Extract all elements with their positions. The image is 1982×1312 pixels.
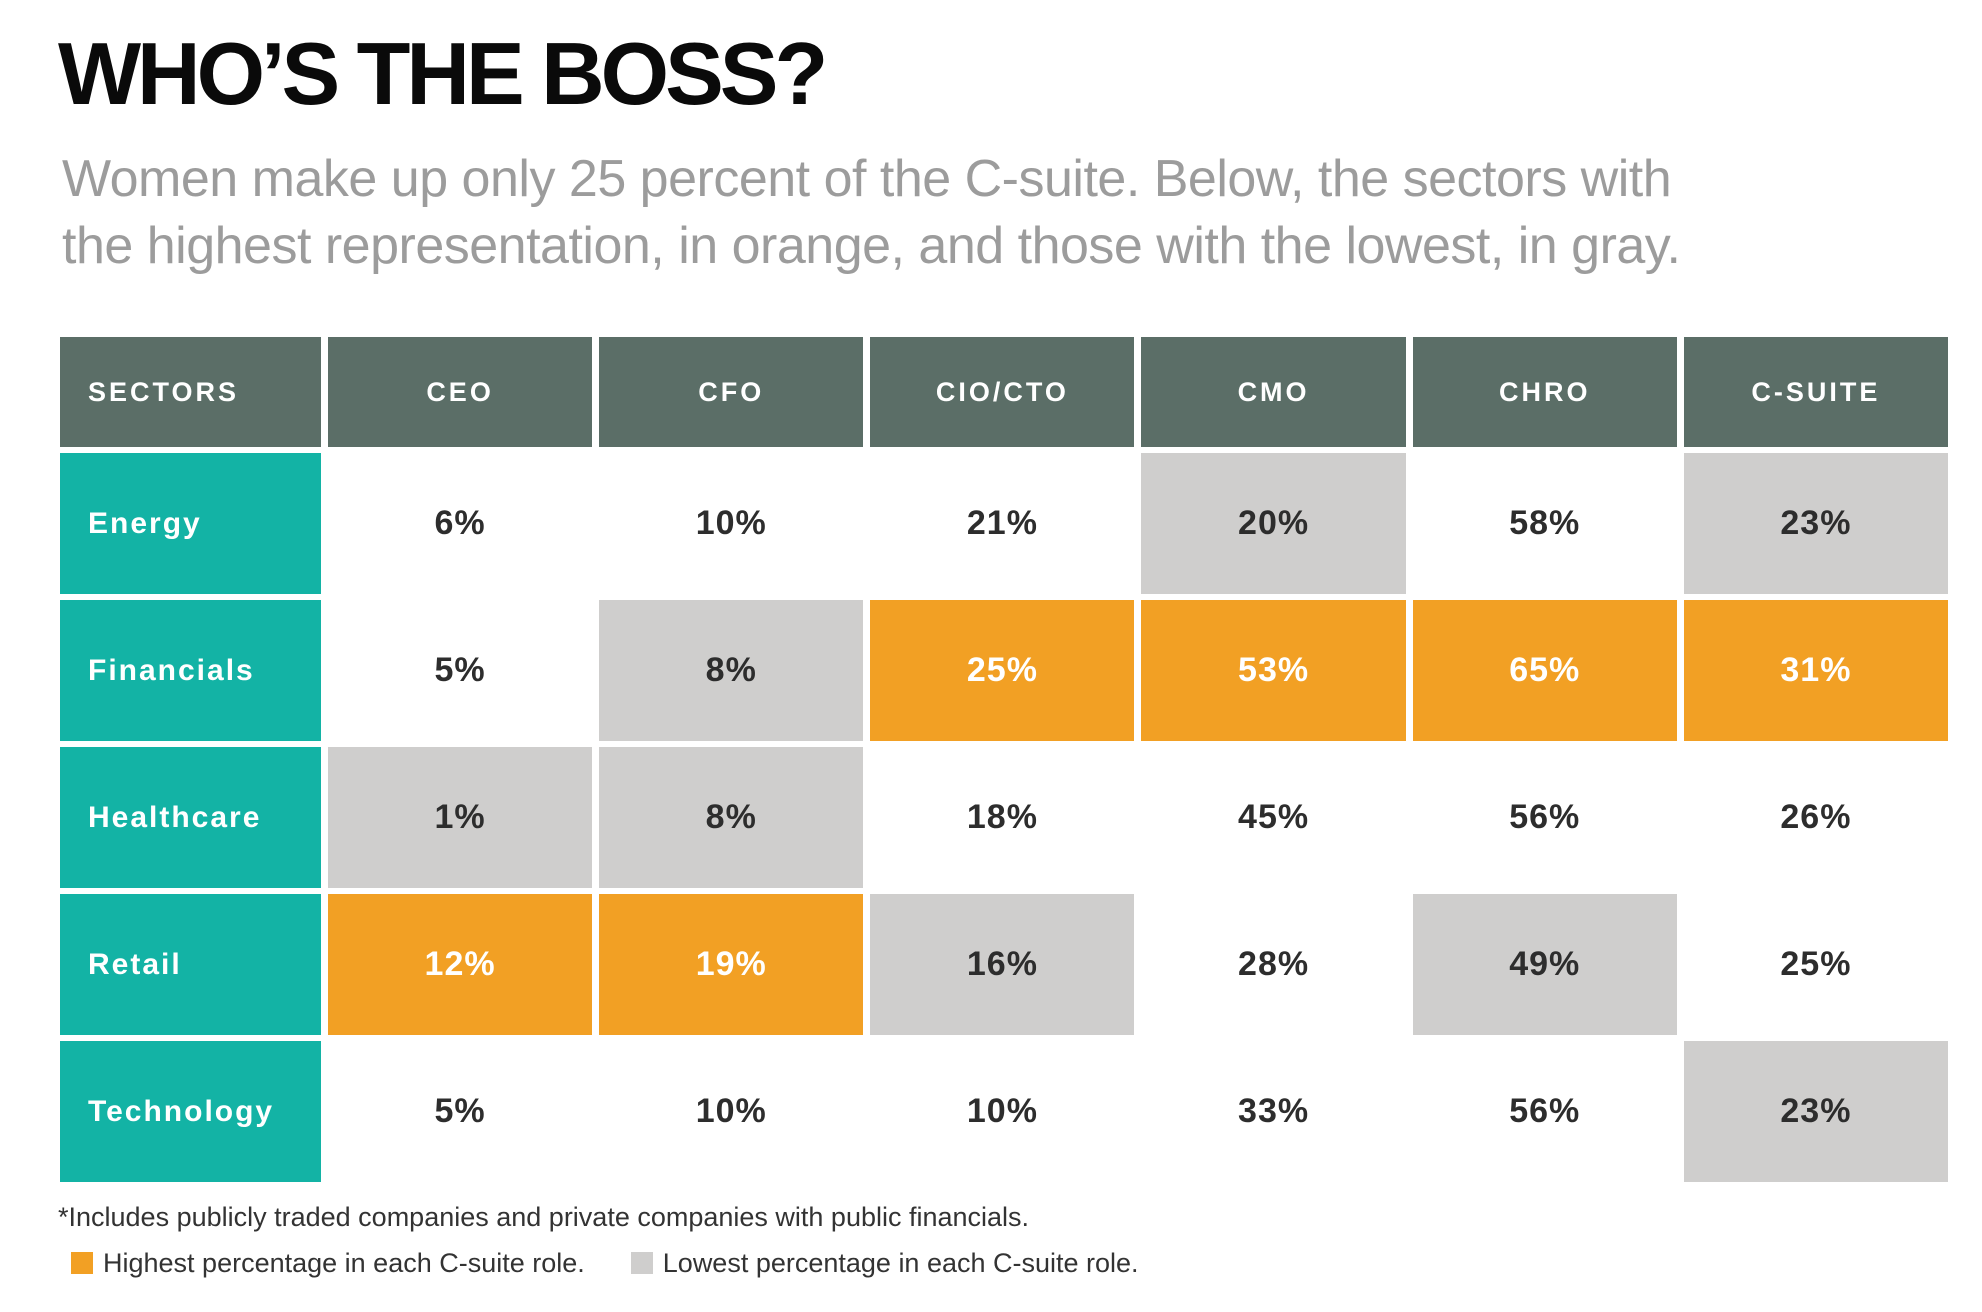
cell-energy-cfo: 10% <box>599 453 864 594</box>
sector-label-healthcare: Healthcare <box>60 747 321 888</box>
page-subtitle: Women make up only 25 percent of the C-s… <box>62 146 1681 280</box>
cell-retail-cio-cto: 16% <box>870 894 1135 1035</box>
cell-retail-ceo: 12% <box>328 894 593 1035</box>
footer: *Includes publicly traded companies and … <box>58 1196 1139 1284</box>
cell-healthcare-chro: 56% <box>1412 747 1677 888</box>
cell-retail-cmo: 28% <box>1141 894 1406 1035</box>
legend-item-highest: Highest percentage in each C-suite role. <box>71 1242 585 1284</box>
data-table: SECTORS CEO CFO CIO/CTO CMO CHRO C-SUITE… <box>60 337 1948 1182</box>
subtitle-line-2: the highest representation, in orange, a… <box>62 217 1681 275</box>
cell-healthcare-cfo: 8% <box>599 747 864 888</box>
cell-financials-cfo: 8% <box>599 600 864 741</box>
cell-energy-cio-cto: 21% <box>870 453 1135 594</box>
cell-energy-c-suite: 23% <box>1683 453 1948 594</box>
cell-energy-ceo: 6% <box>328 453 593 594</box>
lowest-swatch-icon <box>630 1252 653 1274</box>
highest-swatch-icon <box>71 1252 93 1274</box>
sector-label-technology: Technology <box>60 1041 321 1182</box>
cell-technology-ceo: 5% <box>328 1041 593 1182</box>
legend-item-lowest: Lowest percentage in each C-suite role. <box>630 1242 1139 1284</box>
legend: Highest percentage in each C-suite role.… <box>58 1242 1139 1284</box>
cell-energy-chro: 58% <box>1412 453 1677 594</box>
col-header-cio-cto: CIO/CTO <box>870 337 1135 447</box>
cell-healthcare-c-suite: 26% <box>1683 747 1948 888</box>
cell-financials-cmo: 53% <box>1141 600 1406 741</box>
col-header-sectors: SECTORS <box>60 337 321 447</box>
cell-retail-cfo: 19% <box>599 894 864 1035</box>
cell-technology-chro: 56% <box>1412 1041 1677 1182</box>
cell-healthcare-ceo: 1% <box>328 747 593 888</box>
cell-energy-cmo: 20% <box>1141 453 1406 594</box>
cell-healthcare-cmo: 45% <box>1141 747 1406 888</box>
col-header-cfo: CFO <box>599 337 864 447</box>
sector-label-energy: Energy <box>60 453 321 594</box>
cell-technology-cfo: 10% <box>599 1041 864 1182</box>
page-title: WHO’S THE BOSS? <box>58 24 828 123</box>
cell-financials-ceo: 5% <box>328 600 593 741</box>
cell-financials-chro: 65% <box>1412 600 1677 741</box>
cell-healthcare-cio-cto: 18% <box>870 747 1135 888</box>
sector-label-financials: Financials <box>60 600 321 741</box>
cell-technology-c-suite: 23% <box>1683 1041 1948 1182</box>
cell-retail-c-suite: 25% <box>1683 894 1948 1035</box>
cell-technology-cmo: 33% <box>1141 1041 1406 1182</box>
legend-highest-label: Highest percentage in each C-suite role. <box>103 1248 585 1278</box>
col-header-c-suite: C-SUITE <box>1683 337 1948 447</box>
cell-financials-c-suite: 31% <box>1683 600 1948 741</box>
sector-label-retail: Retail <box>60 894 321 1035</box>
col-header-chro: CHRO <box>1412 337 1677 447</box>
legend-lowest-label: Lowest percentage in each C-suite role. <box>662 1248 1139 1278</box>
col-header-cmo: CMO <box>1141 337 1406 447</box>
subtitle-line-1: Women make up only 25 percent of the C-s… <box>62 150 1672 208</box>
col-header-ceo: CEO <box>328 337 593 447</box>
footnote: *Includes publicly traded companies and … <box>58 1202 1030 1232</box>
cell-technology-cio-cto: 10% <box>870 1041 1135 1182</box>
cell-retail-chro: 49% <box>1412 894 1677 1035</box>
cell-financials-cio-cto: 25% <box>870 600 1135 741</box>
